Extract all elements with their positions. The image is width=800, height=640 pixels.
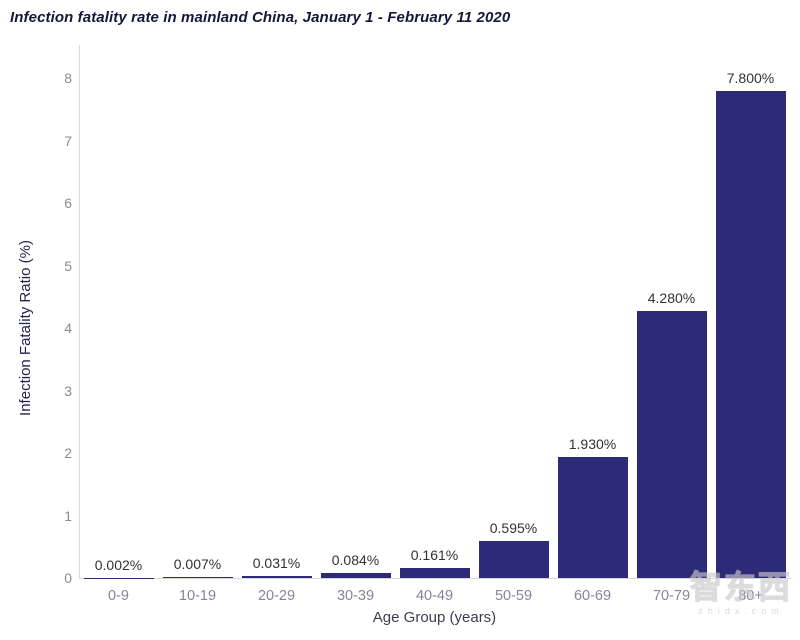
x-tick-label: 70-79	[652, 588, 691, 604]
y-tick-label: 4	[64, 320, 72, 336]
x-tick-label: 80+	[738, 588, 763, 604]
x-tick-label: 30-39	[336, 588, 375, 604]
y-tick-label: 2	[64, 445, 72, 461]
chart-title: Infection fatality rate in mainland Chin…	[10, 9, 511, 26]
y-tick-label: 6	[64, 195, 72, 211]
x-axis-line	[79, 578, 791, 579]
x-tick-label: 0-9	[108, 588, 129, 604]
bar-20-29	[241, 576, 312, 578]
x-axis-title: Age Group (years)	[372, 609, 497, 626]
y-tick-label: 0	[64, 570, 72, 586]
y-axis-line	[79, 45, 80, 579]
bar-30-39	[320, 572, 391, 578]
y-tick-label: 8	[64, 70, 72, 86]
bar-70-79	[636, 310, 707, 578]
x-tick-label: 10-19	[178, 588, 217, 604]
y-tick-label: 1	[64, 507, 72, 524]
x-tick-label: 60-69	[573, 588, 612, 604]
bar-value-label: 0.161%	[410, 546, 459, 563]
bar-value-label: 0.084%	[331, 551, 380, 568]
bar-80+	[715, 90, 786, 578]
bar-10-19	[162, 577, 233, 578]
y-tick-label: 5	[64, 257, 72, 274]
bar-50-59	[478, 540, 549, 578]
bar-value-label: 1.930%	[568, 436, 617, 453]
bar-value-label: 4.280%	[647, 289, 696, 306]
x-tick-label: 50-59	[494, 588, 533, 604]
x-tick-label: 20-29	[257, 588, 296, 604]
y-tick-label: 3	[64, 382, 72, 399]
y-tick-label: 7	[64, 132, 72, 149]
bar-40-49	[399, 567, 470, 578]
bar-value-label: 0.002%	[94, 556, 143, 573]
x-tick-label: 40-49	[415, 588, 454, 604]
bar-60-69	[557, 457, 628, 578]
bar-value-label: 0.007%	[173, 556, 222, 572]
bar-value-label: 7.800%	[726, 69, 775, 86]
bar-value-label: 0.031%	[252, 555, 301, 572]
bar-value-label: 0.595%	[489, 519, 538, 536]
